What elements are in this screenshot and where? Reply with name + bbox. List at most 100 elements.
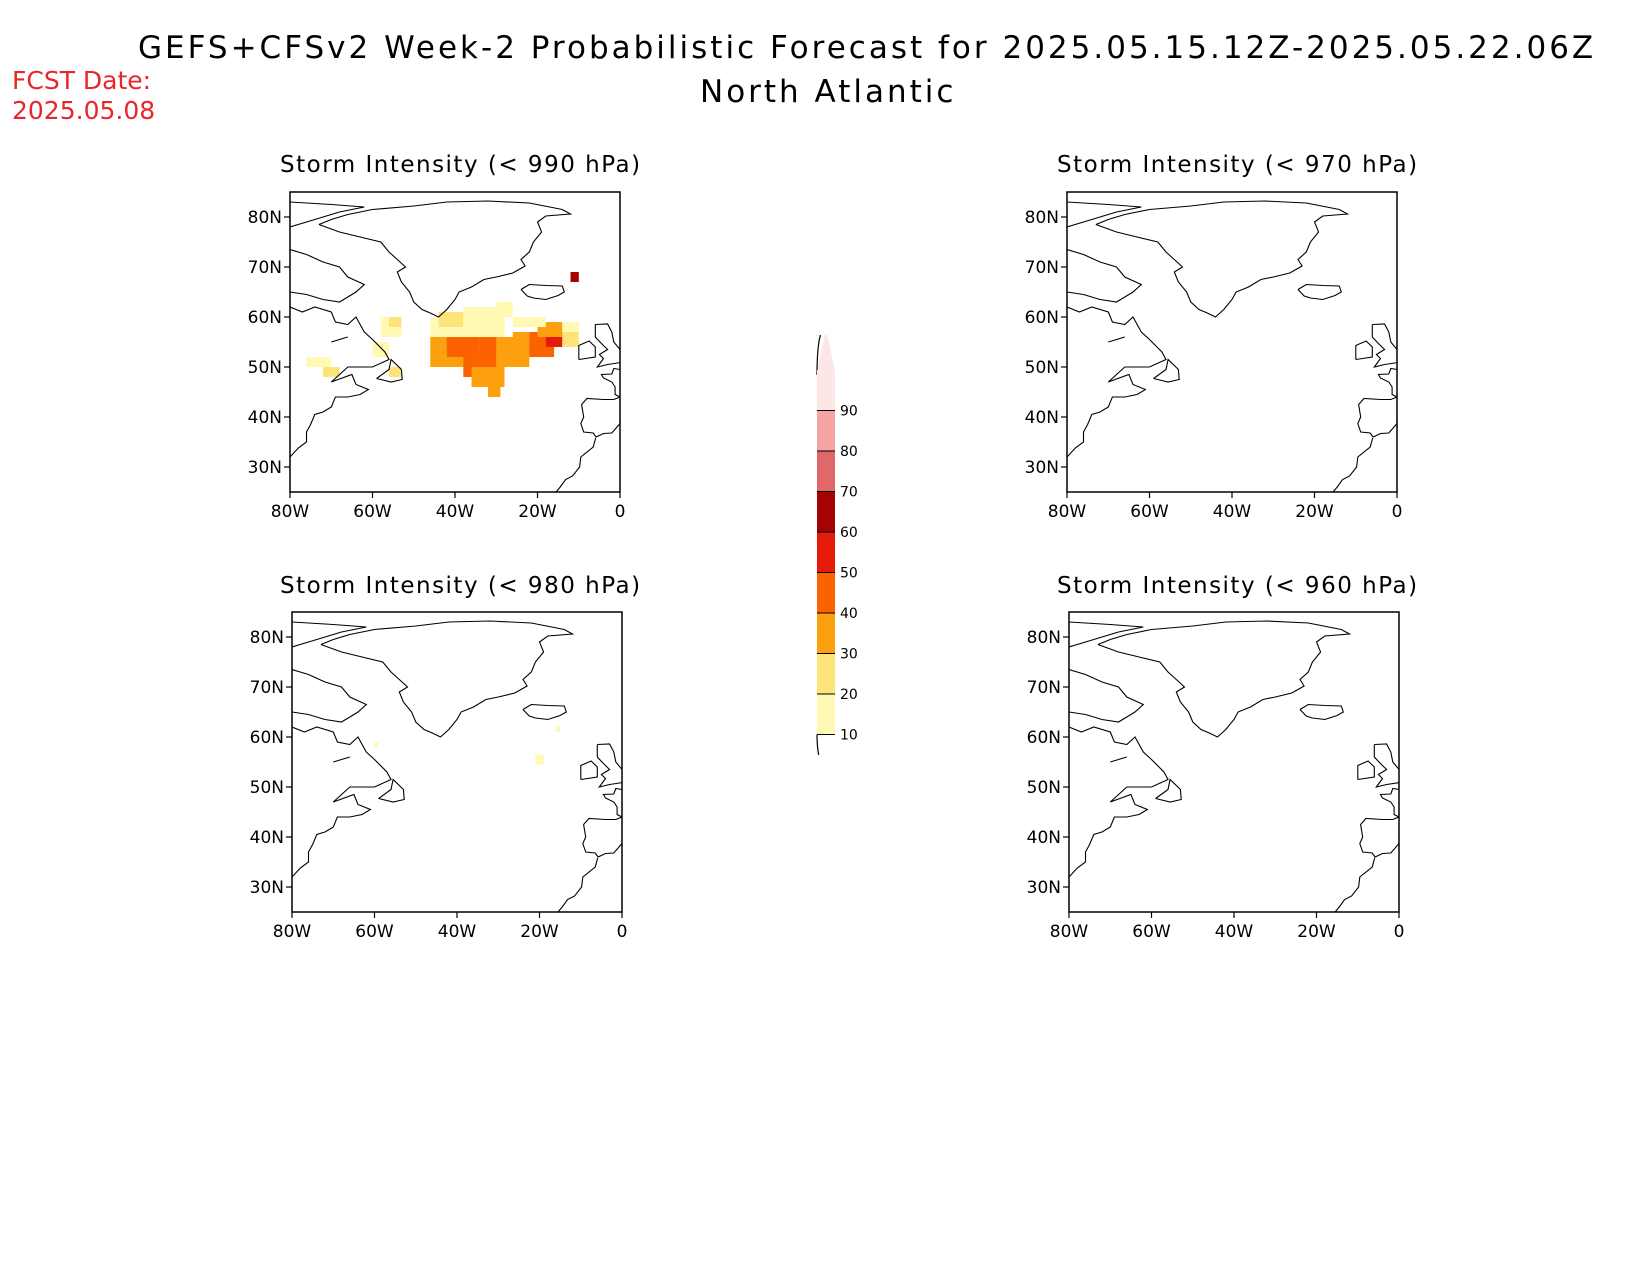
coastline bbox=[1379, 787, 1399, 818]
map-frame bbox=[1068, 611, 1400, 913]
forecast-date-value: 2025.05.08 bbox=[12, 96, 156, 125]
coastline bbox=[602, 787, 622, 818]
probability-cell bbox=[438, 312, 464, 327]
coastline bbox=[555, 437, 597, 492]
forecast-date-block: FCST Date: 2025.05.08 bbox=[12, 66, 155, 126]
map-panel-970: 80W 60W 40W 20W 0 80N 70N 60N 50N 40N 30N bbox=[1025, 191, 1402, 520]
coastline bbox=[1355, 340, 1373, 361]
probability-cell bbox=[306, 357, 332, 367]
y-tick-label: 60N bbox=[1027, 728, 1061, 748]
map-content-990: 80W 60W 40W 20W 0 80N 70N 60N 50N 40N 30N bbox=[248, 191, 626, 520]
colorbar-segment bbox=[817, 451, 835, 492]
colorbar-segment bbox=[817, 491, 835, 532]
coastline bbox=[1155, 778, 1182, 803]
coastline bbox=[331, 336, 348, 343]
colorbar-segment bbox=[817, 370, 835, 411]
y-tick-label: 80N bbox=[250, 628, 284, 648]
probability-cell bbox=[374, 742, 379, 747]
x-tick-label: 20W bbox=[1297, 922, 1336, 940]
probability-cell bbox=[389, 367, 402, 377]
y-tick-label: 30N bbox=[250, 878, 284, 898]
coastline bbox=[1069, 726, 1169, 878]
coastline bbox=[1373, 743, 1399, 788]
colorbar-tick-label: 90 bbox=[840, 404, 858, 420]
probability-colorbar: 10 20 30 40 50 60 70 80 90 bbox=[816, 335, 858, 755]
coastline bbox=[1377, 367, 1397, 398]
probability-cell bbox=[479, 337, 497, 367]
coastline bbox=[1069, 621, 1144, 648]
map-content-980: 80W 60W 40W 20W 0 80N 70N 60N 50N 40N 30N bbox=[250, 611, 628, 940]
coastline bbox=[1097, 620, 1352, 738]
colorbar-segment bbox=[817, 532, 835, 573]
x-tick-label: 0 bbox=[617, 922, 628, 940]
coastline bbox=[1334, 857, 1376, 912]
x-tick-label: 80W bbox=[271, 502, 310, 520]
map-frame bbox=[291, 611, 623, 913]
panel-title-990: Storm Intensity (< 990 hPa) bbox=[280, 152, 642, 178]
coastline bbox=[1108, 336, 1125, 343]
x-tick-label: 60W bbox=[353, 502, 392, 520]
y-tick-label: 70N bbox=[1025, 258, 1059, 278]
map-layers bbox=[292, 620, 622, 912]
coastline bbox=[290, 248, 366, 303]
coastline bbox=[1067, 201, 1142, 228]
y-tick-label: 70N bbox=[250, 678, 284, 698]
y-tick-label: 60N bbox=[248, 308, 282, 328]
y-tick-label: 30N bbox=[1025, 458, 1059, 478]
coastline bbox=[600, 367, 620, 398]
x-tick-label: 80W bbox=[1050, 922, 1089, 940]
coastline bbox=[1067, 248, 1143, 303]
colorbar-tick-label: 60 bbox=[840, 525, 858, 541]
coastline bbox=[1357, 396, 1397, 438]
x-tick-label: 20W bbox=[520, 922, 559, 940]
y-tick-label: 40N bbox=[248, 408, 282, 428]
x-tick-label: 60W bbox=[1130, 502, 1169, 520]
colorbar-top-tip bbox=[817, 335, 835, 370]
probability-cell bbox=[488, 382, 501, 397]
panel-title-970: Storm Intensity (< 970 hPa) bbox=[1057, 152, 1419, 178]
main-title: GEFS+CFSv2 Week-2 Probabilistic Forecast… bbox=[138, 30, 1597, 66]
coastline bbox=[522, 703, 567, 721]
y-tick-label: 50N bbox=[250, 778, 284, 798]
x-tick-label: 40W bbox=[436, 502, 475, 520]
map-content-970: 80W 60W 40W 20W 0 80N 70N 60N 50N 40N 30N bbox=[1025, 191, 1402, 520]
coastline bbox=[1332, 437, 1374, 492]
coastline bbox=[318, 200, 573, 318]
x-tick-label: 80W bbox=[273, 922, 312, 940]
colorbar-tick-label: 70 bbox=[840, 485, 858, 501]
map-panel-960: 80W 60W 40W 20W 0 80N 70N 60N 50N 40N 30N bbox=[1027, 611, 1405, 940]
map-layers bbox=[1069, 620, 1399, 912]
region-subtitle: North Atlantic bbox=[700, 74, 957, 110]
coastline bbox=[376, 358, 403, 383]
panel-title-980: Storm Intensity (< 980 hPa) bbox=[280, 573, 642, 599]
x-tick-label: 20W bbox=[518, 502, 557, 520]
coastline bbox=[290, 306, 390, 458]
x-tick-label: 40W bbox=[1215, 922, 1254, 940]
coastline bbox=[1371, 323, 1397, 368]
coastline bbox=[594, 323, 620, 368]
probability-cell bbox=[372, 342, 389, 357]
map-layers bbox=[1067, 200, 1397, 492]
coastline bbox=[557, 857, 599, 912]
colorbar-tick-label: 30 bbox=[840, 647, 858, 663]
probability-cell bbox=[570, 272, 579, 282]
coastline bbox=[378, 778, 405, 803]
probability-cell bbox=[562, 322, 579, 332]
x-tick-label: 0 bbox=[1394, 922, 1405, 940]
colorbar-tick-label: 50 bbox=[840, 566, 858, 582]
map-layers bbox=[290, 200, 620, 492]
coastline bbox=[580, 396, 620, 438]
y-tick-label: 80N bbox=[248, 208, 282, 228]
y-tick-label: 80N bbox=[1025, 208, 1059, 228]
probability-cell bbox=[562, 332, 579, 347]
map-panel-980: 80W 60W 40W 20W 0 80N 70N 60N 50N 40N 30N bbox=[250, 611, 628, 940]
x-tick-label: 0 bbox=[615, 502, 626, 520]
y-tick-label: 40N bbox=[250, 828, 284, 848]
coastline bbox=[333, 756, 350, 763]
coastline bbox=[520, 283, 565, 301]
probability-cell bbox=[512, 332, 530, 357]
coastline bbox=[292, 726, 392, 878]
probability-cell bbox=[463, 307, 505, 327]
x-tick-label: 60W bbox=[355, 922, 394, 940]
probability-cell bbox=[535, 754, 544, 765]
